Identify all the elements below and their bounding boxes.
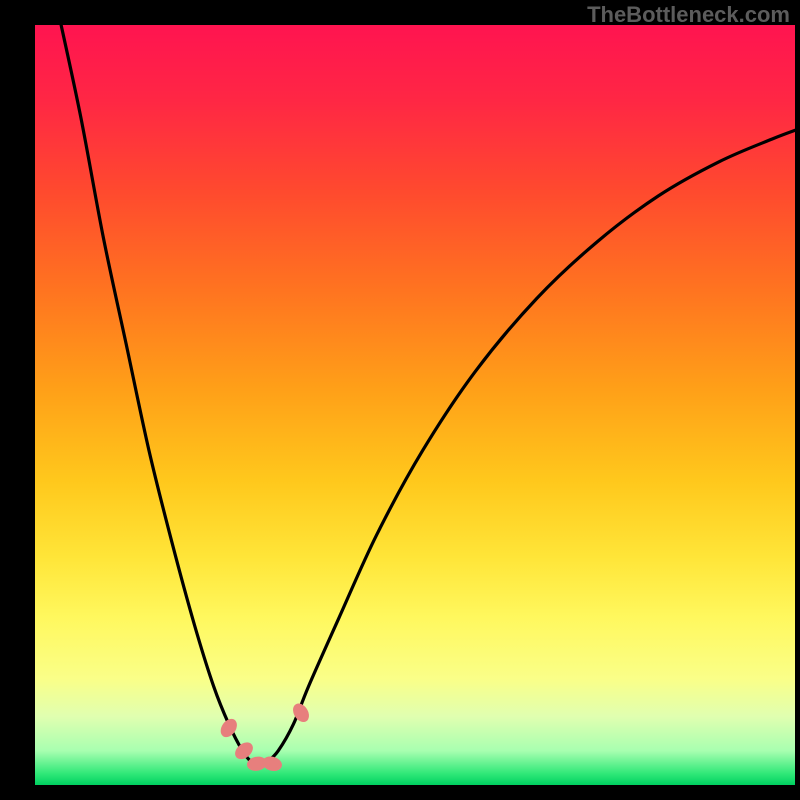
chart-container: TheBottleneck.com <box>0 0 800 800</box>
marker-0 <box>217 716 240 740</box>
curve-layer <box>35 25 795 785</box>
watermark-text: TheBottleneck.com <box>587 2 790 28</box>
marker-3 <box>261 754 284 773</box>
plot-area <box>35 25 795 785</box>
curve-right <box>259 128 795 766</box>
curve-left <box>58 25 259 766</box>
